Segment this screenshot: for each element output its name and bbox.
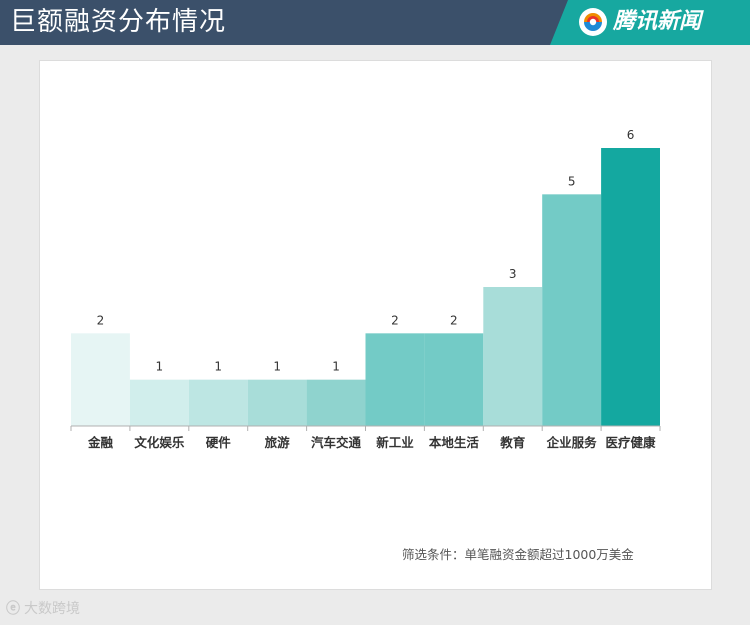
category-label-2: 硬件 [206,435,232,450]
category-label-0: 金融 [87,435,114,450]
bar-value-label-4: 1 [332,360,340,374]
bar-value-label-1: 1 [156,360,164,374]
bar-value-label-9: 6 [627,128,635,142]
chart-card: 2 金融 1 文化娱乐 1 硬件 1 旅游 1 汽车交通 2 新工业 2 本地生活 3 教育 5 企业服务 6 医疗健… [39,60,712,590]
bar-9 [601,148,660,426]
category-label-7: 教育 [499,435,526,450]
bar-0 [71,333,130,426]
page-title: 巨额融资分布情况 [10,7,227,37]
bar-value-label-6: 2 [450,313,458,327]
bar-7 [483,287,543,426]
tencent-news-logo-icon [579,8,607,36]
bar-4 [306,379,366,426]
watermark-text: 大数跨境 [24,601,80,617]
bar-value-label-3: 1 [273,360,281,374]
category-label-6: 本地生活 [429,435,480,450]
bar-value-label-2: 1 [214,360,222,374]
bar-6 [424,333,484,426]
brand-banner: 腾讯新闻 [550,0,750,45]
category-label-1: 文化娱乐 [134,435,185,450]
category-label-9: 医疗健康 [606,435,657,450]
bar-value-label-8: 5 [568,174,576,188]
category-label-3: 旅游 [264,435,291,450]
bar-value-label-5: 2 [391,313,399,327]
bar-8 [542,194,602,426]
bar-1 [129,379,189,426]
weibo-icon: ⓔ [6,601,20,617]
brand-name: 腾讯新闻 [613,9,702,34]
bar-value-label-0: 2 [97,313,105,327]
bar-3 [247,379,307,426]
bar-value-label-7: 3 [509,267,517,281]
category-label-4: 汽车交通 [311,435,362,450]
category-label-8: 企业服务 [546,435,598,450]
watermark: ⓔ 大数跨境 [6,600,80,618]
bar-2 [188,379,248,426]
filter-condition-note: 筛选条件：单笔融资金额超过1000万美金 [402,547,634,562]
bar-chart: 2 金融 1 文化娱乐 1 硬件 1 旅游 1 汽车交通 2 新工业 2 本地生活 3 教育 5 企业服务 6 医疗健… [70,128,661,450]
bar-5 [365,333,425,426]
category-label-5: 新工业 [376,435,414,450]
header-bar: 巨额融资分布情况 腾讯新闻 [0,0,750,45]
